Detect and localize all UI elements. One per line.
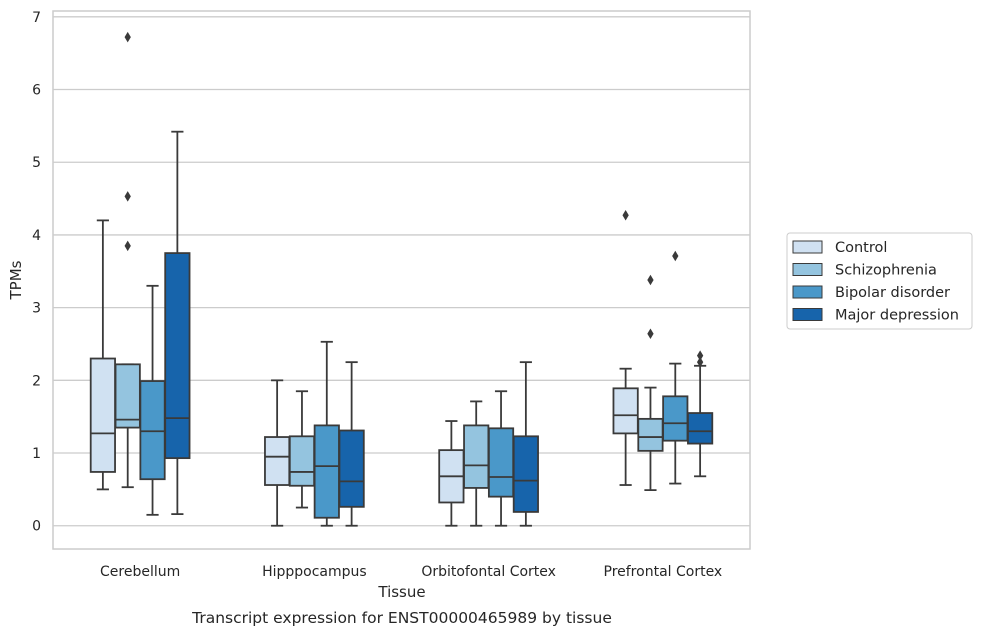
box [438,420,465,527]
legend-label: Major depression [835,308,959,324]
iqr-box [288,435,316,487]
box [338,361,365,527]
iqr-box [114,363,141,429]
iqr-box [264,436,291,486]
legend-swatch [792,308,823,321]
iqr-box [687,412,714,445]
y-tick-label: 0 [32,519,41,535]
iqr-box [637,417,664,452]
iqr-box [313,424,340,519]
y-tick-label: 4 [32,228,41,244]
x-tick-labels: Cerebellum Hipppocampus Orbitofontal Corte… [100,564,722,580]
legend-swatch [792,285,823,299]
legend-label: Control [835,240,887,256]
outlier-marker [124,240,131,252]
legend-item: Schizophrenia [792,263,937,279]
outlier-marker [696,356,704,368]
outlier-marker [124,31,131,43]
y-tick-label: 2 [32,373,41,389]
y-tick-labels: 0 1 2 3 4 5 6 7 [32,10,41,535]
series-group [89,210,639,527]
chart-caption: Transcript expression for ENST0000046598… [191,609,612,627]
iqr-box [662,395,689,442]
y-tick-label: 6 [32,83,41,99]
box [463,400,490,527]
box [612,210,639,486]
legend-item: Bipolar disorder [792,285,950,301]
box [687,350,714,478]
y-tick-label: 7 [32,10,41,26]
outlier-marker [124,191,131,202]
x-tick-label: Orbitofontal Cortex [421,564,556,580]
x-axis-label: Tissue [377,583,425,601]
iqr-box [338,429,365,508]
legend-item: Major depression [792,308,959,324]
legend-frame [786,232,973,330]
box [114,31,141,489]
x-tick-label: Hipppocampus [262,564,367,580]
series-group [164,130,714,527]
series-group [139,250,689,527]
iqr-box [612,387,639,435]
outlier-marker [647,274,654,286]
legend-swatch [792,263,823,276]
x-tick-label: Cerebellum [100,564,180,580]
box [264,379,291,527]
outlier-marker [622,210,629,221]
legend-label: Bipolar disorder [835,285,950,301]
legend-label: Schizophrenia [835,263,937,279]
plot-frame [52,10,751,550]
iqr-box [89,357,116,473]
outlier-marker [696,350,704,361]
outlier-marker [647,328,654,340]
iqr-box [512,435,539,513]
y-axis-label: TPMs [7,260,25,300]
y-tick-label: 1 [32,446,41,462]
box [89,219,116,491]
legend-item: Control [792,240,887,256]
y-tick-label: 3 [32,301,41,317]
legend: Control Schizophrenia Bipolar disorder Majo… [786,232,973,330]
outlier-marker [672,250,679,262]
iqr-box [463,424,490,489]
x-tick-label: Prefrontal Cortex [604,564,723,580]
iqr-box [487,427,515,498]
box [512,361,539,527]
iqr-box [164,252,191,460]
box [662,250,689,485]
box [139,284,166,516]
box-series [89,31,714,527]
y-tick-label: 5 [32,155,41,171]
iqr-box [139,380,166,481]
box [487,390,515,527]
legend-swatch [792,240,823,254]
box [164,130,191,516]
